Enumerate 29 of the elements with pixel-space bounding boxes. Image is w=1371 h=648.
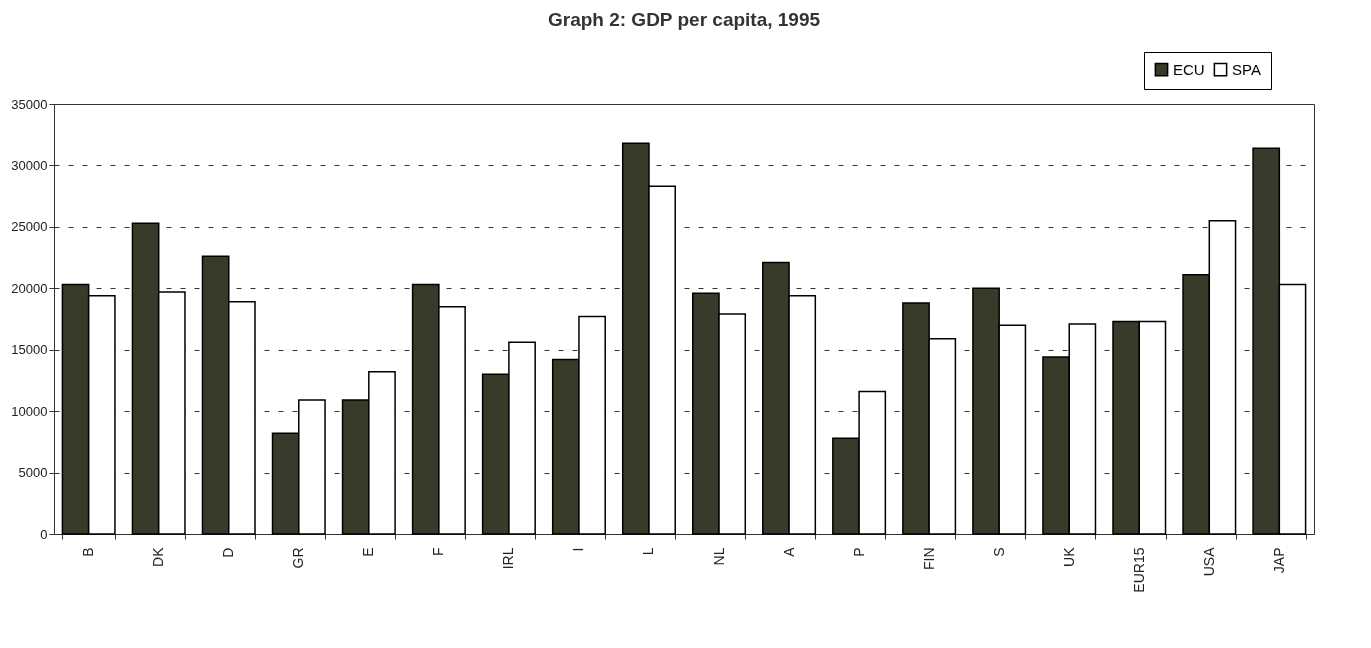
y-tick-label: 35000 (11, 96, 48, 112)
x-tick-label: F (430, 547, 447, 557)
y-tick-label: 20000 (11, 280, 48, 296)
x-tick-label: B (80, 547, 97, 557)
x-tick-label: S (990, 547, 1007, 557)
x-tick-label: FIN (920, 547, 937, 571)
x-tick-label: IRL (500, 547, 517, 570)
x-tick-label: D (220, 547, 237, 558)
y-tick-label: 10000 (11, 403, 48, 419)
x-tick-label: EUR15 (1130, 547, 1147, 593)
x-tick-label: E (360, 547, 377, 557)
x-tick-label: NL (710, 547, 727, 566)
y-tick-label: 15000 (11, 342, 48, 358)
x-tick-label: P (850, 547, 867, 557)
legend-label: SPA (1232, 60, 1261, 78)
x-tick-label: USA (1200, 546, 1217, 577)
y-tick-label: 5000 (18, 465, 48, 481)
x-tick-label: UK (1060, 546, 1077, 567)
y-tick-label: 25000 (11, 219, 48, 235)
x-tick-label: A (780, 546, 797, 557)
x-tick-label: GR (290, 547, 307, 569)
x-tick-label: JAP (1270, 547, 1287, 574)
chart-title: Graph 2: GDP per capita, 1995 (547, 8, 821, 30)
x-tick-label: L (640, 547, 657, 556)
y-tick-label: 0 (40, 526, 48, 542)
legend-label: ECU (1173, 60, 1205, 78)
y-tick-label: 30000 (11, 157, 48, 173)
x-tick-label: I (570, 547, 587, 552)
x-tick-label: DK (150, 546, 167, 567)
